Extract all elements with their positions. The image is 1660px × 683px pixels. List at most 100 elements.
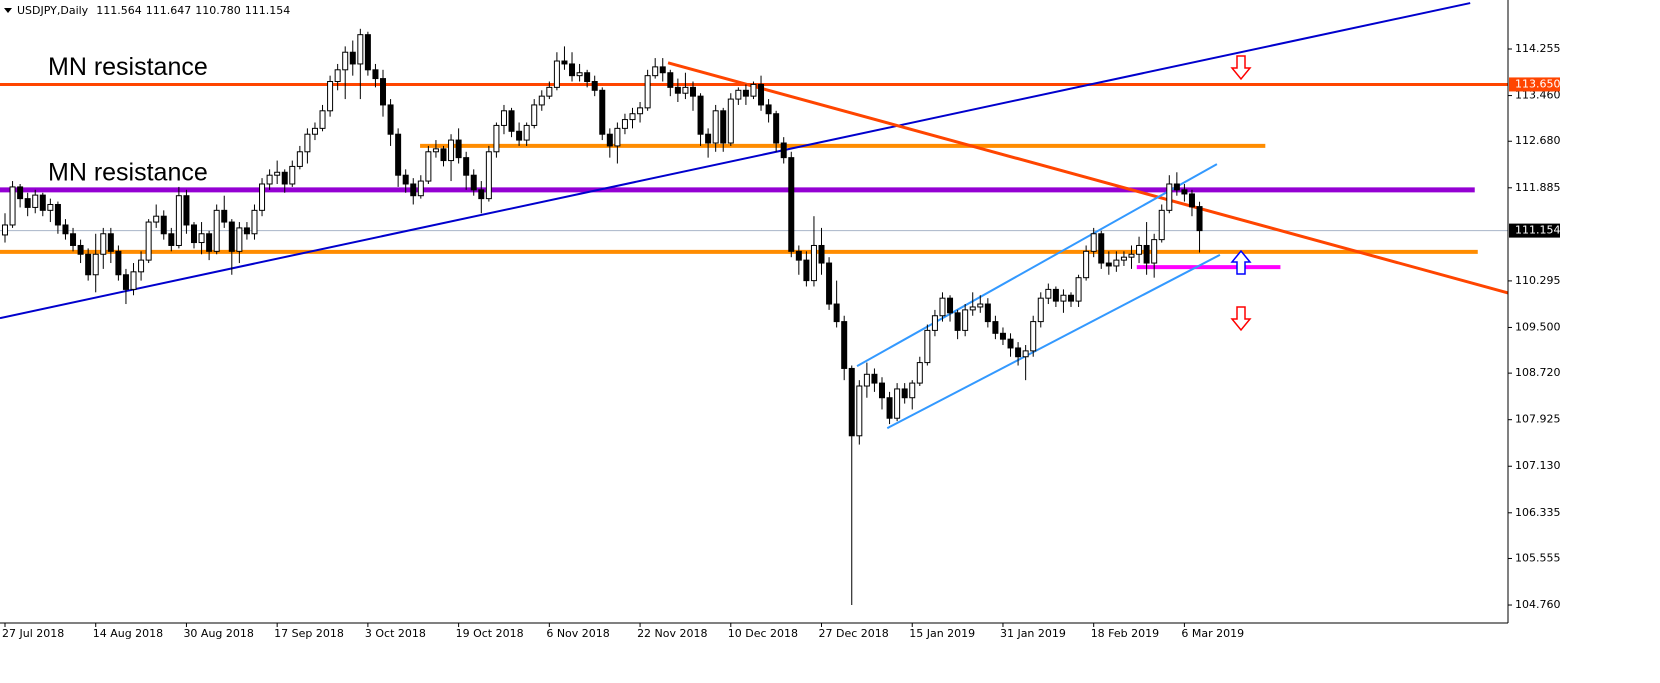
x-tick-label: 10 Dec 2018 — [728, 627, 798, 640]
candle-body — [236, 227, 243, 252]
candle-body — [901, 388, 908, 399]
candle-body — [1128, 253, 1135, 258]
candle-body — [198, 233, 205, 244]
arrow-up — [1230, 249, 1252, 275]
candle-body — [735, 89, 742, 100]
candle-body — [221, 209, 228, 223]
trendline — [856, 163, 1218, 367]
candle-body — [803, 259, 810, 282]
candle-body — [500, 110, 507, 126]
candle-body — [311, 127, 318, 135]
candle-body — [138, 259, 145, 273]
candle-body — [266, 174, 273, 185]
candle-body — [39, 194, 46, 211]
candle-body — [357, 34, 364, 65]
candle-body — [712, 110, 719, 144]
candle-body — [977, 303, 984, 308]
candle-body — [826, 262, 833, 305]
candle-body — [160, 215, 167, 235]
candle-body — [281, 171, 288, 185]
candle-body — [1090, 233, 1097, 252]
y-tick-label: 105.555 — [1515, 551, 1561, 564]
candle-body — [705, 133, 712, 144]
candle-body — [417, 180, 424, 197]
y-tick-label: 113.460 — [1515, 89, 1561, 102]
candle-body — [1007, 338, 1014, 349]
candle-body — [848, 367, 855, 437]
candle-body — [387, 104, 394, 135]
y-tick-label: 110.295 — [1515, 274, 1561, 287]
candle-body — [289, 165, 296, 185]
candle-body — [758, 83, 765, 106]
arrow-down — [1230, 306, 1252, 332]
candle-body — [939, 297, 946, 317]
candle-body — [304, 133, 311, 153]
y-tick-label: 109.500 — [1515, 320, 1561, 333]
candle-body — [175, 195, 182, 246]
x-tick-label: 30 Aug 2018 — [183, 627, 253, 640]
candle-body — [984, 303, 991, 323]
trendline — [667, 61, 1509, 295]
candle-body — [1151, 239, 1158, 264]
candle-body — [614, 127, 621, 147]
candle-body — [1030, 321, 1037, 352]
quote-low: 110.780 — [195, 4, 241, 17]
candle-body — [523, 124, 530, 141]
candle-body — [886, 397, 893, 419]
x-tick-label: 14 Aug 2018 — [93, 627, 163, 640]
x-tick-label: 27 Dec 2018 — [819, 627, 889, 640]
candle-body — [1083, 250, 1090, 279]
candle-body — [538, 95, 545, 106]
candle-body — [478, 189, 485, 200]
candle-body — [274, 171, 281, 176]
candle-body — [795, 250, 802, 261]
candle-body — [931, 315, 938, 331]
candle-body — [1188, 193, 1195, 208]
candle-body — [1015, 347, 1022, 358]
plot-area — [0, 2, 1509, 606]
candle-body — [395, 133, 402, 176]
trendline — [886, 253, 1221, 430]
candle-body — [629, 113, 636, 121]
candle-body — [92, 253, 99, 276]
x-tick-label: 3 Oct 2018 — [365, 627, 426, 640]
candle-body — [1052, 288, 1059, 302]
candle-body — [894, 388, 901, 419]
candle-body — [168, 233, 175, 246]
candle-body — [1037, 297, 1044, 323]
candle-body — [32, 194, 39, 208]
arrow-down — [1230, 55, 1252, 81]
y-tick-label: 114.255 — [1515, 42, 1561, 55]
candle-body — [606, 133, 613, 147]
candle-body — [591, 81, 598, 91]
candle-body — [54, 203, 61, 226]
candle-body — [750, 83, 757, 97]
chart-header: USDJPY,Daily 111.564 111.647 110.780 111.154 — [17, 4, 290, 17]
y-tick-label: 111.885 — [1515, 181, 1561, 194]
candle-body — [1181, 189, 1188, 195]
candle-body — [77, 244, 84, 255]
candle-body — [24, 198, 31, 208]
candle-body — [183, 195, 190, 226]
candle-body — [463, 157, 470, 176]
candle-body — [455, 139, 462, 159]
x-tick-label: 22 Nov 2018 — [637, 627, 707, 640]
price-box — [1509, 223, 1560, 238]
candle-body — [334, 69, 341, 83]
candle-body — [47, 203, 54, 211]
x-tick-label: 27 Jul 2018 — [2, 627, 64, 640]
candle-body — [773, 113, 780, 144]
x-tick-label: 6 Nov 2018 — [546, 627, 609, 640]
candle-body — [410, 183, 417, 197]
x-tick-label: 6 Mar 2019 — [1181, 627, 1244, 640]
candle-body — [1120, 256, 1127, 261]
candle-body — [327, 81, 334, 112]
candle-body — [924, 329, 931, 364]
candle-body — [191, 224, 198, 244]
candle-body — [70, 233, 77, 246]
candle-body — [228, 221, 235, 252]
candle-body — [909, 382, 916, 399]
candle-body — [682, 86, 689, 94]
candle-body — [561, 60, 568, 65]
